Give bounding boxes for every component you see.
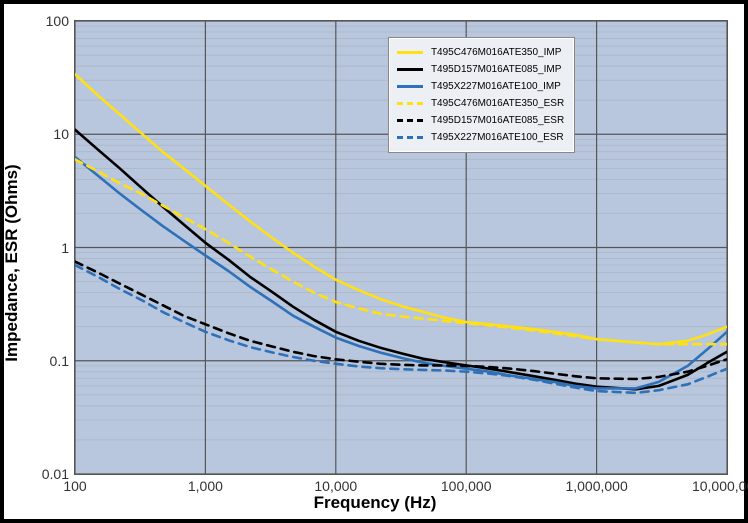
legend-label: T495D157M016ATE085_IMP — [431, 64, 561, 75]
x-axis-title: Frequency (Hz) — [18, 493, 732, 513]
y-tick-label: 10 — [53, 126, 69, 142]
y-tick-label: 1 — [61, 240, 69, 256]
x-tick-label: 100 — [63, 478, 86, 494]
legend-label: T495X227M016ATE100_ESR — [431, 132, 564, 143]
legend-item: T495C476M016ATE350_IMP — [397, 44, 564, 61]
series-line — [75, 159, 727, 344]
chart-frame: Impedance, ESR (Ohms) Frequency (Hz) T49… — [0, 0, 748, 523]
legend-swatch — [397, 85, 423, 88]
series-line — [75, 265, 727, 393]
x-tick-label: 10,000 — [314, 478, 357, 494]
legend: T495C476M016ATE350_IMP T495D157M016ATE085… — [388, 37, 575, 153]
legend-item: T495D157M016ATE085_ESR — [397, 112, 564, 129]
x-tick-label: 10,000,000 — [692, 478, 748, 494]
plot-area: T495C476M016ATE350_IMP T495D157M016ATE085… — [74, 20, 728, 475]
legend-item: T495X227M016ATE100_IMP — [397, 78, 564, 95]
legend-item: T495X227M016ATE100_ESR — [397, 129, 564, 146]
x-tick-label: 1,000 — [188, 478, 223, 494]
x-tick-label: 1,000,000 — [565, 478, 627, 494]
legend-label: T495C476M016ATE350_IMP — [431, 47, 561, 58]
y-tick-label: 0.1 — [50, 353, 69, 369]
legend-swatch — [397, 136, 423, 139]
legend-swatch — [397, 68, 423, 71]
legend-item: T495C476M016ATE350_ESR — [397, 95, 564, 112]
y-axis-title: Impedance, ESR (Ohms) — [2, 164, 22, 361]
y-tick-label: 100 — [46, 13, 69, 29]
legend-item: T495D157M016ATE085_IMP — [397, 61, 564, 78]
legend-label: T495X227M016ATE100_IMP — [431, 81, 561, 92]
legend-swatch — [397, 51, 423, 54]
chart-wrap: Impedance, ESR (Ohms) Frequency (Hz) T49… — [18, 14, 732, 511]
x-tick-label: 100,000 — [441, 478, 492, 494]
legend-label: T495C476M016ATE350_ESR — [431, 98, 564, 109]
legend-swatch — [397, 119, 423, 122]
legend-label: T495D157M016ATE085_ESR — [431, 115, 564, 126]
series-line — [75, 262, 727, 379]
legend-swatch — [397, 102, 423, 105]
